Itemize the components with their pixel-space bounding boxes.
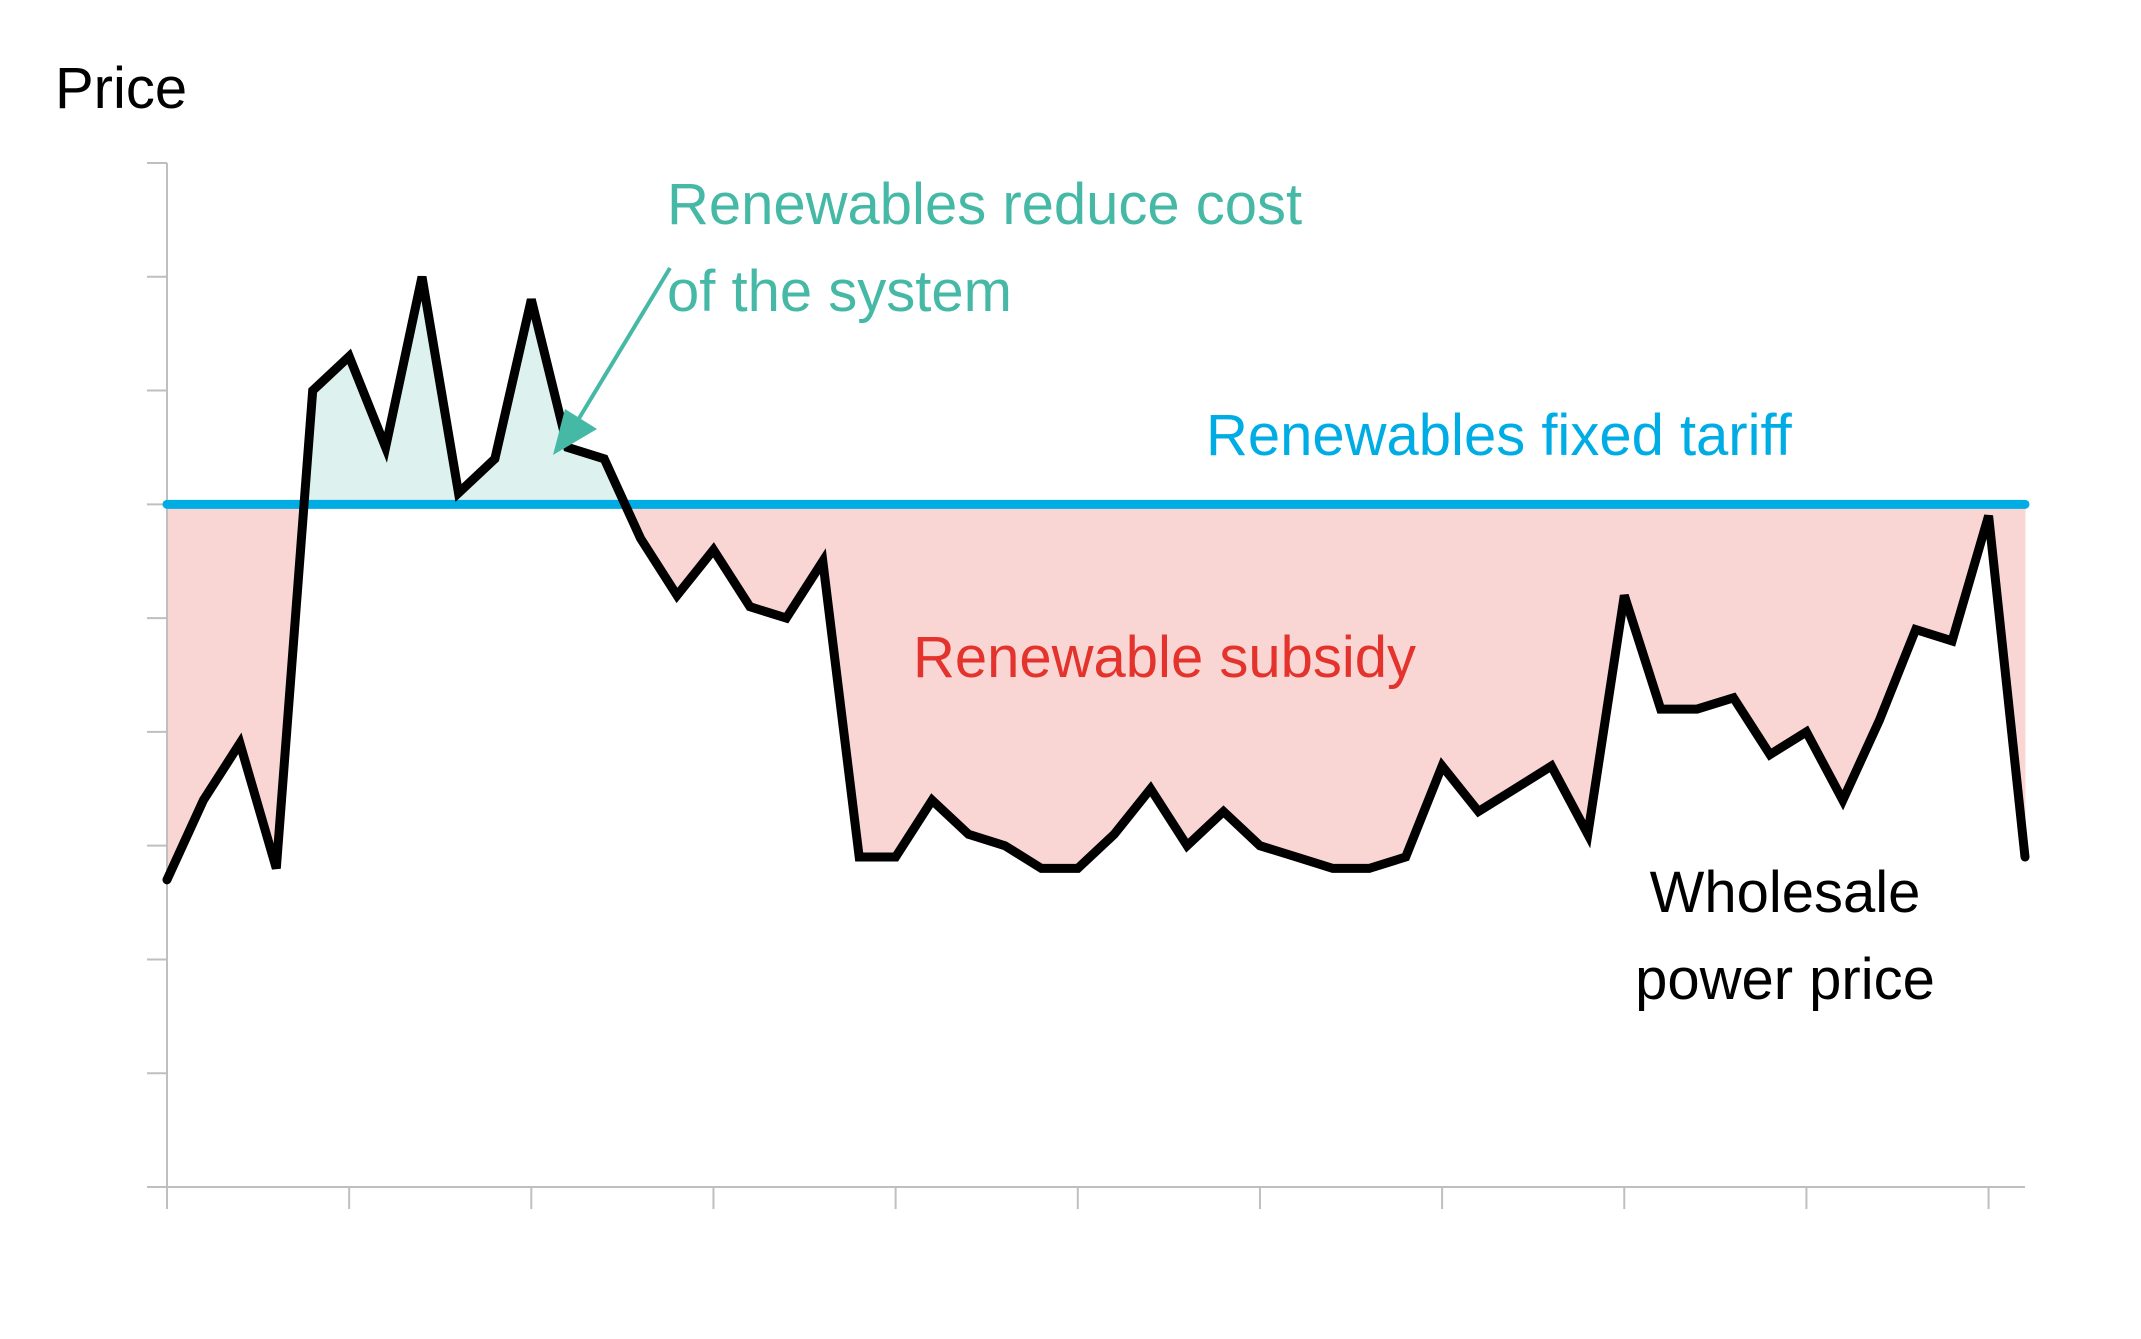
subsidy-area (858, 503, 897, 858)
subsidy-area (1478, 503, 1516, 813)
subsidy-area (1769, 503, 1807, 756)
annotation-wholesale: Wholesale power price (1635, 860, 1935, 1012)
annotation-arrow-line (570, 266, 672, 432)
subsidy-area (1915, 503, 1953, 642)
subsidy-area (1660, 503, 1698, 710)
y-axis-label: Price (55, 56, 187, 121)
series-lines (162, 275, 2030, 885)
annotation-fixed-tariff: Renewables fixed tariff (1206, 403, 1793, 468)
subsidy-area (1805, 503, 1844, 801)
subsidy-area (1696, 503, 1734, 710)
subsidy-area (1514, 503, 1552, 790)
wholesale-price-line (162, 275, 2030, 885)
subsidy-area (166, 503, 204, 881)
annotation-wholesale-line-2: power price (1635, 947, 1935, 1012)
subsidy-area (1441, 503, 1479, 813)
annotation-wholesale-line-1: Wholesale (1650, 860, 1921, 925)
annotation-system-cost: Renewables reduce cost of the system (553, 172, 1302, 455)
shaded-areas (166, 276, 2026, 881)
subsidy-area (1733, 503, 1771, 757)
annotation-subsidy: Renewable subsidy (913, 625, 1416, 690)
subsidy-area (749, 503, 787, 619)
annotation-system-cost-line-2: of the system (667, 259, 1012, 324)
annotation-system-cost-line-1: Renewables reduce cost (667, 172, 1302, 237)
annotation-arrow-head (553, 409, 597, 455)
subsidy-area (1878, 503, 1917, 721)
subsidy-area (785, 503, 824, 620)
